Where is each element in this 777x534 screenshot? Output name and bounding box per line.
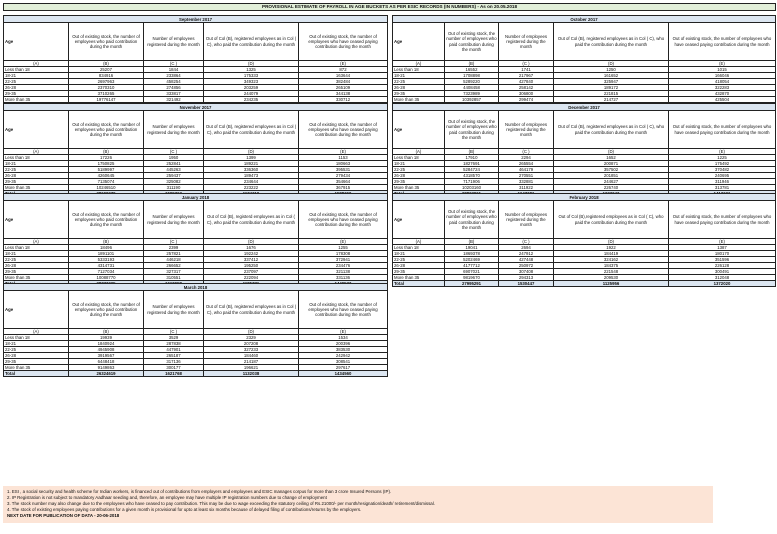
column-header: Number of employees registered during th… (143, 200, 204, 239)
table-row: 29-35 6907021 307408 221548 300491 (392, 268, 777, 275)
column-header: Out of existing stock, the number of emp… (444, 22, 499, 61)
column-header: Number of employees registered during th… (143, 110, 204, 149)
table-row: Less than 18 19939 3529 2329 1534 (3, 334, 389, 341)
notes-box: 1. ESI , a social security and health sc… (3, 486, 713, 523)
column-header-age: Age (3, 200, 69, 239)
column-header: Out of existing stock, the number of emp… (297, 110, 389, 149)
column-header: Out of existing stock, the number of emp… (297, 290, 389, 329)
table-row: More than 35 10088770 310551 222094 331136 (3, 274, 388, 281)
column-header: Out of existing stock, the number of emp… (444, 110, 499, 149)
column-header-age: Age (392, 110, 445, 149)
month-title: February 2018 (391, 193, 777, 201)
payroll-table-february-2018: February 2018 Age Out of existing stock, t… (391, 193, 777, 287)
note-3: 3. The stock number may also change due … (7, 501, 435, 506)
total-row: Total 27995291 1530447 1125956 1372020 (392, 280, 777, 287)
value-cell: 1434560 (297, 370, 389, 377)
value-cell: 26324619 (68, 370, 144, 377)
age-bucket: Total (3, 370, 69, 377)
column-header: Out of existing stock, the number of emp… (68, 110, 144, 149)
table-row: Less than 18 17226 1950 1399 1153 (3, 154, 389, 161)
table-row: 29-35 3710265 333817 244079 344138 (3, 90, 389, 97)
payroll-table-march-2018: March 2018 Age Out of existing stock, the … (2, 283, 389, 377)
payroll-table-december-2017: December 2017 Age Out of existing stock, t… (391, 103, 777, 197)
column-header: Out of existing stock, the number of emp… (68, 22, 144, 61)
column-header-age: Age (3, 22, 69, 61)
column-header: Number of employees registered during th… (498, 110, 554, 149)
value-cell: 1530447 (498, 280, 554, 287)
value-cell: 1372020 (667, 280, 777, 287)
table-row: Less than 18 17910 2294 1652 1225 (392, 154, 777, 161)
column-header: Number of employees registered during th… (498, 22, 554, 61)
month-title: November 2017 (2, 103, 389, 111)
column-header: Out of existing stock, the number of emp… (68, 200, 144, 239)
report-title: PROVISIONAL ESTIMATE OF PAYROLL IN AGE B… (3, 3, 776, 11)
column-header-age: Age (392, 200, 445, 239)
note-2: 2. IP Registration is not subject to man… (7, 495, 327, 500)
column-header-age: Age (3, 290, 69, 329)
month-title: January 2018 (3, 193, 388, 201)
payroll-table-november-2017: November 2017 Age Out of existing stock, t… (2, 103, 389, 197)
column-header: Out of existing stock, the number of emp… (297, 22, 389, 61)
column-header: Out of Col (B), registered employees as … (203, 290, 299, 329)
column-header: Out of Col (B), registered employees as … (203, 22, 299, 61)
table-row: 29-35 6448418 317136 214187 308541 (3, 358, 389, 365)
table-row: 26-28 4314731 266652 195250 234476 (3, 262, 388, 269)
column-header: Out of Col (B), registered employees as … (553, 110, 669, 149)
value-cell: 1125956 (553, 280, 669, 287)
column-header: Out of Col (B), registered employees as … (553, 22, 669, 61)
column-header: Out of existing stock, the number of emp… (444, 200, 499, 239)
value-cell: 1132038 (203, 370, 299, 377)
column-header: Number of employees registered during th… (143, 290, 204, 329)
payroll-table-october-2017: October 2017 Age Out of existing stock, th… (392, 15, 776, 109)
month-title: March 2018 (2, 283, 389, 291)
column-header: Out of Col (B), registerd employees as i… (203, 200, 299, 239)
value-cell: 1621768 (143, 370, 204, 377)
column-header: Number of employees registered during th… (143, 22, 204, 61)
table-row: More than 35 19776147 321492 234235 330712 (3, 96, 389, 103)
column-header: Out of existing stock, the number of emp… (298, 200, 388, 239)
column-header: Number of employees registered during th… (498, 200, 554, 239)
column-header-age: Age (3, 110, 69, 149)
age-bucket: Total (392, 280, 445, 287)
column-header-age: Age (392, 22, 445, 61)
note-4: 4. The stock of existing employees payin… (7, 507, 362, 512)
column-header: Out of existing stock, the number of emp… (667, 110, 777, 149)
column-header: Out of existing stock, the number of emp… (667, 200, 777, 239)
payroll-table-september-2017: September 2017 Age Out of existing stock, … (2, 15, 389, 109)
column-header: Out of existing stock, the number of emp… (68, 290, 144, 329)
payroll-table-january-2018: January 2018 Age Out of existing stock, th… (3, 193, 388, 287)
note-1: 1. ESI , a social security and health sc… (7, 489, 392, 494)
table-row: 18-21 1708898 217967 161652 166046 (392, 72, 776, 79)
column-header: Out of existing stock, the number of emp… (668, 22, 776, 61)
month-title: October 2017 (392, 15, 776, 23)
total-row: Total 26324619 1621768 1132038 1434560 (3, 370, 389, 377)
month-title: September 2017 (2, 15, 389, 23)
value-cell: 27995291 (444, 280, 499, 287)
column-header: Out of Col (B), registered employees as … (203, 110, 299, 149)
month-title: December 2017 (391, 103, 777, 111)
column-header: Out of Col (B),registered employees as i… (553, 200, 669, 239)
next-publication-date: NEXT DATE FOR PUBLICATION OF DATA - 20-0… (7, 513, 120, 518)
